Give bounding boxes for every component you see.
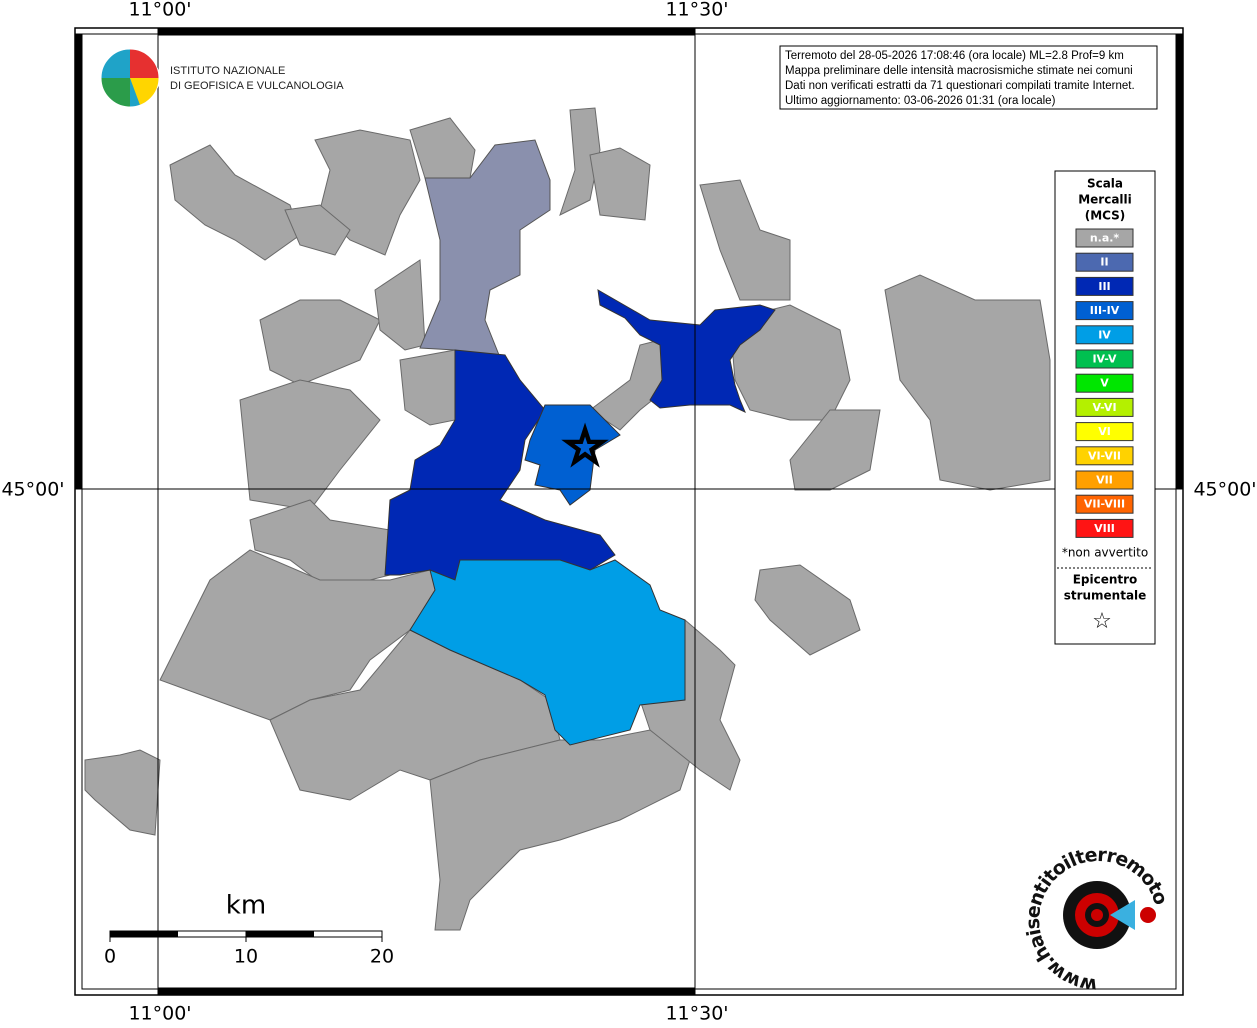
legend-label: VI-VII bbox=[1088, 449, 1121, 462]
municipality bbox=[789, 409, 881, 491]
info-line: Terremoto del 28-05-2026 17:08:46 (ora l… bbox=[785, 50, 1124, 62]
municipality bbox=[239, 379, 381, 511]
legend-label: IV bbox=[1098, 328, 1111, 341]
legend-star: ☆ bbox=[1092, 609, 1112, 634]
info-text: Terremoto del 28-05-2026 17:08:46 (ora l… bbox=[785, 50, 1135, 107]
municipality bbox=[284, 204, 351, 256]
logo-text: DI GEOFISICA E VULCANOLOGIA bbox=[170, 80, 344, 92]
legend-swatch bbox=[1075, 494, 1134, 514]
municipality bbox=[259, 299, 381, 386]
legend-note: *non avvertito bbox=[1062, 546, 1148, 560]
legend-swatch bbox=[1075, 228, 1134, 248]
legend-title: Mercalli bbox=[1078, 193, 1132, 207]
municipality bbox=[374, 259, 426, 351]
legend-label: n.a.* bbox=[1090, 232, 1120, 245]
legend-label: III-IV bbox=[1090, 304, 1120, 317]
info-box bbox=[779, 45, 1158, 110]
legend-swatch bbox=[1075, 422, 1134, 442]
scale-unit: km bbox=[226, 891, 266, 921]
legend-epicenter: Epicentro bbox=[1073, 573, 1138, 587]
legend-swatch bbox=[1075, 446, 1134, 466]
legend-swatch bbox=[1075, 397, 1134, 417]
municipality bbox=[559, 107, 601, 216]
municipalities bbox=[84, 107, 1051, 931]
scale-segment bbox=[110, 931, 178, 937]
legend-epicenter: strumentale bbox=[1064, 589, 1147, 603]
legend-label: V-VI bbox=[1092, 401, 1116, 414]
lon-label: 11°30' bbox=[665, 0, 728, 21]
legend-label: III bbox=[1098, 280, 1110, 293]
ingv-logo: ISTITUTO NAZIONALE DI GEOFISICA E VULCAN… bbox=[100, 48, 344, 108]
municipality bbox=[589, 147, 651, 221]
municipality bbox=[409, 117, 476, 179]
legend-swatch bbox=[1075, 373, 1134, 393]
municipality bbox=[884, 274, 1051, 491]
scale-label: 20 bbox=[370, 946, 394, 968]
lat-label: 45°00' bbox=[1193, 479, 1256, 501]
legend-label: VI bbox=[1098, 425, 1111, 438]
municipality-iii-iv bbox=[524, 404, 621, 506]
info-line: Dati non verificati estratti da 71 quest… bbox=[785, 80, 1135, 92]
legend-swatch bbox=[1075, 252, 1134, 272]
epicenter-star: ☆ bbox=[563, 418, 608, 476]
lon-label: 11°00' bbox=[128, 0, 191, 21]
info-line: Mappa preliminare delle intensità macros… bbox=[785, 65, 1133, 77]
lat-label: 45°00' bbox=[1, 479, 64, 501]
legend-label: II bbox=[1100, 256, 1108, 269]
graticule bbox=[74, 27, 1184, 996]
municipality bbox=[399, 349, 456, 426]
legend-swatch bbox=[1075, 470, 1134, 490]
legend-swatch bbox=[1075, 349, 1134, 369]
legend-swatch bbox=[1075, 518, 1134, 538]
scale-label: 0 bbox=[104, 946, 116, 968]
scale-bar: km 0 10 20 bbox=[104, 891, 394, 968]
legend-content: ScalaMercalli(MCS)n.a.*IIIIIIII-IVIVIV-V… bbox=[1057, 177, 1153, 634]
municipality-iii bbox=[597, 289, 776, 413]
municipality-ii bbox=[419, 139, 551, 371]
legend-label: VII-VIII bbox=[1084, 498, 1125, 511]
legend-swatch bbox=[1075, 325, 1134, 345]
scale-segment bbox=[246, 931, 314, 937]
info-line: Ultimo aggiornamento: 03-06-2026 01:31 (… bbox=[785, 95, 1056, 107]
legend-label: VIII bbox=[1094, 522, 1115, 535]
municipality bbox=[699, 179, 791, 301]
lon-label: 11°30' bbox=[665, 1003, 728, 1025]
legend-swatch bbox=[1075, 301, 1134, 321]
legend-title: (MCS) bbox=[1085, 209, 1126, 223]
scale-label: 10 bbox=[234, 946, 258, 968]
lon-label: 11°00' bbox=[128, 1003, 191, 1025]
legend-label: IV-V bbox=[1092, 353, 1117, 366]
legend-label: V bbox=[1100, 377, 1109, 390]
logo-text: ISTITUTO NAZIONALE bbox=[170, 65, 285, 77]
municipality bbox=[84, 749, 161, 836]
municipality bbox=[754, 564, 861, 656]
municipality bbox=[169, 144, 301, 261]
municipality-iv bbox=[409, 559, 686, 746]
legend-label: VII bbox=[1096, 474, 1113, 487]
legend-swatch bbox=[1075, 276, 1134, 296]
legend-title: Scala bbox=[1087, 177, 1123, 191]
